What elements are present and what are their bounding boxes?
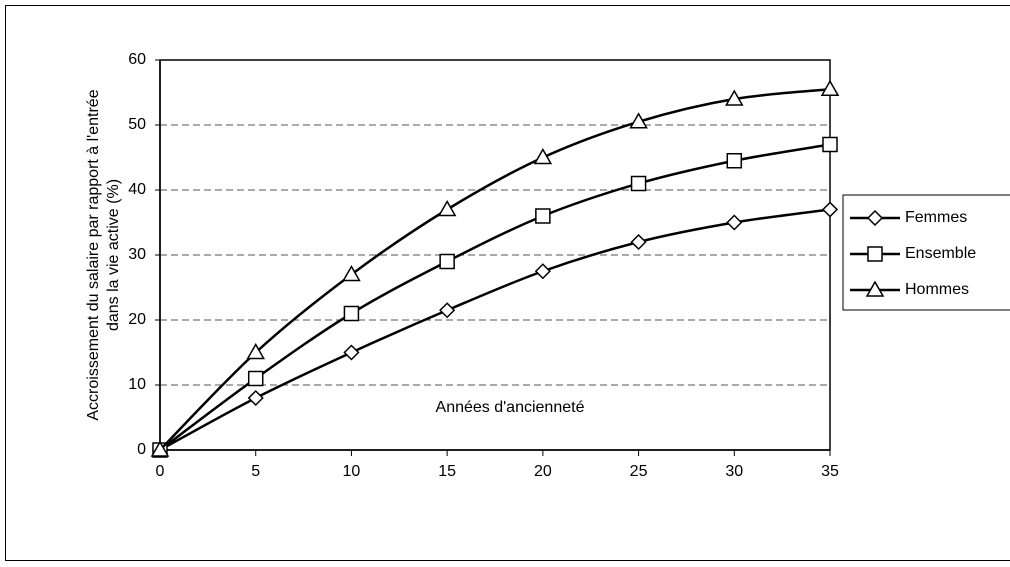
series-line [159, 208, 831, 452]
y-tick-label: 30 [128, 246, 146, 263]
x-tick-label: 0 [156, 463, 165, 480]
marker [534, 263, 551, 280]
marker [726, 153, 743, 169]
x-tick-label: 10 [343, 463, 361, 480]
marker [439, 302, 456, 319]
x-axis-title: Années d'ancienneté [436, 399, 585, 416]
y-tick-label: 10 [128, 376, 146, 393]
marker [247, 389, 264, 407]
marker [820, 79, 840, 96]
marker [630, 175, 647, 192]
legend-label: Ensemble [905, 245, 976, 262]
y-tick-label: 60 [128, 51, 146, 68]
marker [437, 199, 457, 217]
marker [150, 440, 170, 457]
x-tick-label: 35 [821, 463, 839, 480]
legend-label: Femmes [905, 209, 967, 226]
y-tick-label: 40 [128, 181, 146, 198]
marker [726, 214, 743, 231]
y-tick-label: 0 [137, 441, 146, 458]
marker [247, 370, 264, 387]
marker [439, 253, 455, 270]
legend-marker [865, 280, 885, 297]
x-tick-label: 20 [534, 463, 552, 480]
marker [821, 201, 839, 218]
x-tick-label: 5 [251, 463, 260, 480]
marker [343, 305, 360, 322]
marker [630, 233, 647, 251]
marker [535, 208, 551, 224]
y-tick-label: 50 [128, 116, 146, 133]
marker [342, 264, 361, 282]
marker [822, 136, 838, 153]
legend-marker [866, 209, 884, 227]
y-axis-title: dans la vie active (%) [105, 179, 122, 331]
y-axis-title: Accroissement du salaire par rapport à l… [85, 89, 102, 420]
x-tick-label: 15 [438, 463, 456, 480]
marker [533, 147, 553, 165]
y-tick-label: 20 [128, 311, 146, 328]
legend-label: Hommes [905, 281, 969, 298]
x-tick-label: 30 [725, 463, 743, 480]
marker [343, 344, 360, 361]
legend-marker [867, 246, 883, 262]
x-tick-label: 25 [630, 463, 648, 480]
marker [629, 112, 648, 129]
marker [724, 89, 744, 106]
marker [246, 342, 266, 360]
